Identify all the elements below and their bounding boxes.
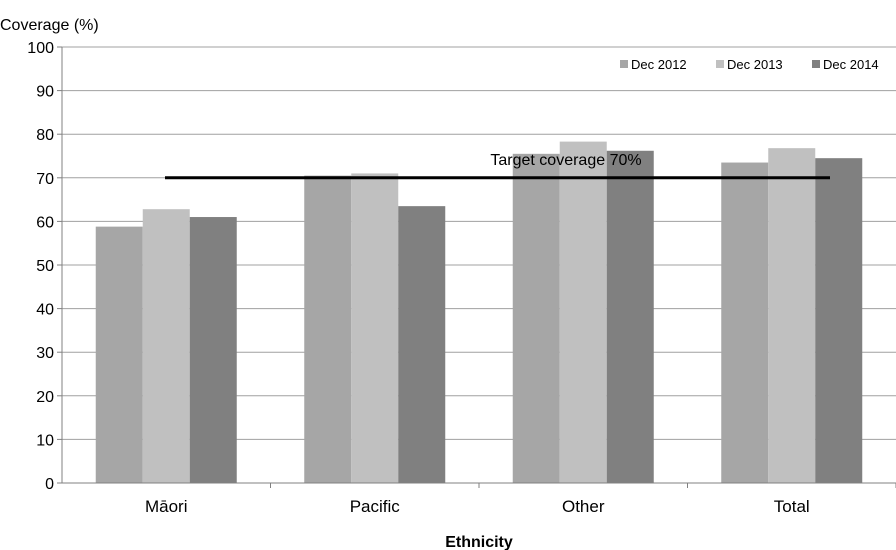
x-axis-categories: Māori Pacific Other Total bbox=[145, 483, 896, 516]
x-axis-title: Ethnicity bbox=[445, 534, 513, 550]
x-category-label: Other bbox=[562, 497, 605, 516]
y-tick-label: 10 bbox=[36, 432, 54, 449]
bar-dec-2014 bbox=[398, 206, 446, 483]
legend-label: Dec 2014 bbox=[823, 57, 879, 72]
legend-label: Dec 2012 bbox=[631, 57, 687, 72]
y-tick-label: 0 bbox=[45, 476, 54, 493]
bar-dec-2014 bbox=[189, 217, 237, 484]
bar-dec-2013 bbox=[559, 141, 607, 483]
y-tick-label: 90 bbox=[36, 84, 54, 101]
bar-dec-2012 bbox=[95, 226, 143, 483]
legend: Dec 2012 Dec 2013 Dec 2014 bbox=[620, 57, 879, 72]
x-category-label: Pacific bbox=[350, 497, 401, 516]
y-tick-label: 100 bbox=[27, 40, 54, 57]
bar-dec-2013 bbox=[351, 173, 399, 483]
y-axis-ticks: 0 10 20 30 40 50 60 70 80 90 100 bbox=[27, 40, 62, 493]
bar-dec-2013 bbox=[142, 209, 190, 483]
y-tick-label: 40 bbox=[36, 302, 54, 319]
bar-dec-2012 bbox=[304, 175, 352, 483]
legend-swatch bbox=[716, 60, 724, 68]
y-tick-label: 80 bbox=[36, 127, 54, 144]
y-tick-label: 50 bbox=[36, 258, 54, 275]
y-tick-label: 30 bbox=[36, 345, 54, 362]
x-category-label: Māori bbox=[145, 497, 188, 516]
y-tick-label: 60 bbox=[36, 214, 54, 231]
bar-dec-2013 bbox=[768, 148, 816, 484]
legend-swatch bbox=[812, 60, 820, 68]
bar-dec-2012 bbox=[512, 153, 560, 483]
y-axis-title: Coverage (%) bbox=[0, 17, 99, 34]
y-tick-label: 20 bbox=[36, 389, 54, 406]
legend-label: Dec 2013 bbox=[727, 57, 783, 72]
bar-dec-2014 bbox=[606, 150, 654, 483]
bar-dec-2014 bbox=[815, 158, 863, 483]
bars bbox=[95, 141, 863, 484]
target-label: Target coverage 70% bbox=[490, 152, 641, 169]
legend-swatch bbox=[620, 60, 628, 68]
x-category-label: Total bbox=[774, 497, 810, 516]
y-tick-label: 70 bbox=[36, 171, 54, 188]
bar-dec-2012 bbox=[721, 162, 769, 484]
